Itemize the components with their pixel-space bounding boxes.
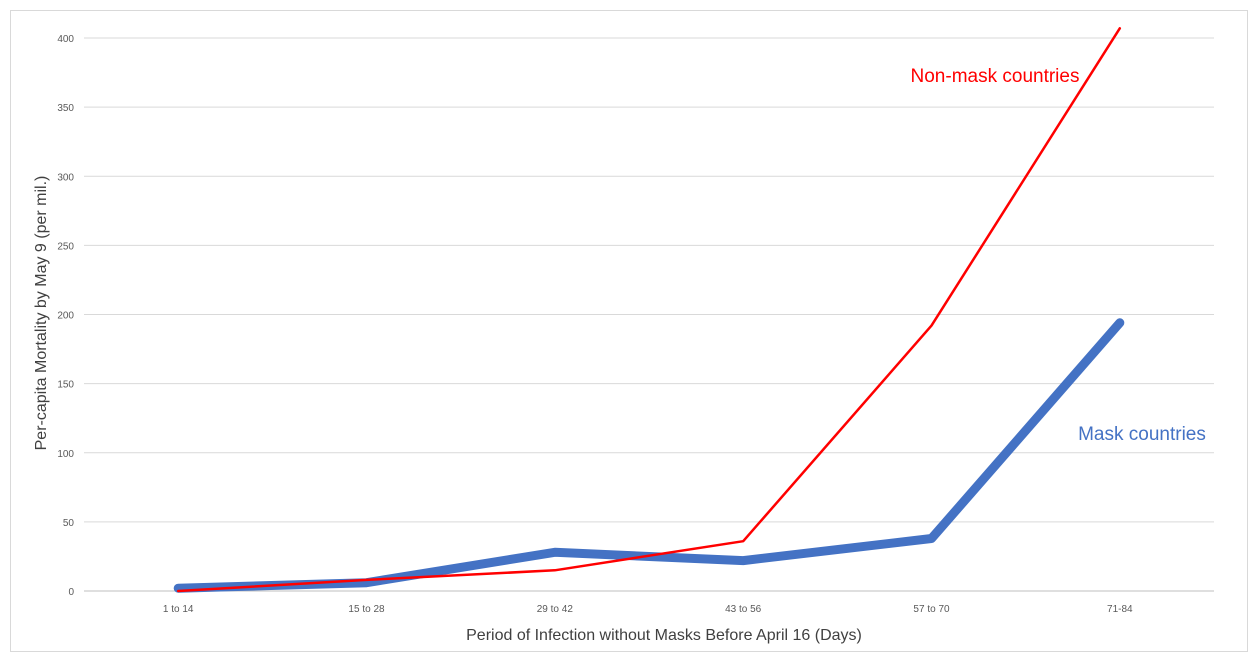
x-tick-label: 15 to 28: [348, 604, 385, 615]
y-tick-label: 150: [57, 380, 74, 391]
gridlines: [84, 37, 1214, 592]
y-tick-label: 250: [57, 241, 74, 252]
series-label-non-mask-countries: Non-mask countries: [911, 66, 1080, 87]
y-tick-label: 350: [57, 103, 74, 114]
series-lines: [173, 27, 1125, 593]
x-tick-label: 43 to 56: [725, 604, 762, 615]
series-label-mask-countries: Mask countries: [1078, 424, 1206, 445]
y-tick-label: 50: [63, 518, 75, 529]
x-tick-label: 1 to 14: [163, 604, 194, 615]
y-axis-title: Per-capita Mortality by May 9 (per mil.): [33, 176, 50, 451]
y-axis-ticks: 0 50 100 150 200 250 300 350 400: [57, 34, 74, 598]
x-axis-title: Period of Infection without Masks Before…: [466, 627, 862, 644]
y-tick-label: 300: [57, 172, 74, 183]
x-axis-ticks: 1 to 14 15 to 28 29 to 42 43 to 56 57 to 70 7…: [163, 604, 1133, 615]
x-tick-label: 29 to 42: [537, 604, 574, 615]
series-line-mask-countries: [173, 318, 1125, 593]
y-tick-label: 200: [57, 311, 74, 322]
x-tick-label: 71-84: [1107, 604, 1133, 615]
y-tick-label: 0: [68, 587, 74, 598]
y-tick-label: 400: [57, 34, 74, 45]
series-line-non-mask-countries: [176, 27, 1122, 593]
y-tick-label: 100: [57, 449, 74, 460]
chart-frame: [10, 10, 1248, 652]
x-tick-label: 57 to 70: [913, 604, 950, 615]
